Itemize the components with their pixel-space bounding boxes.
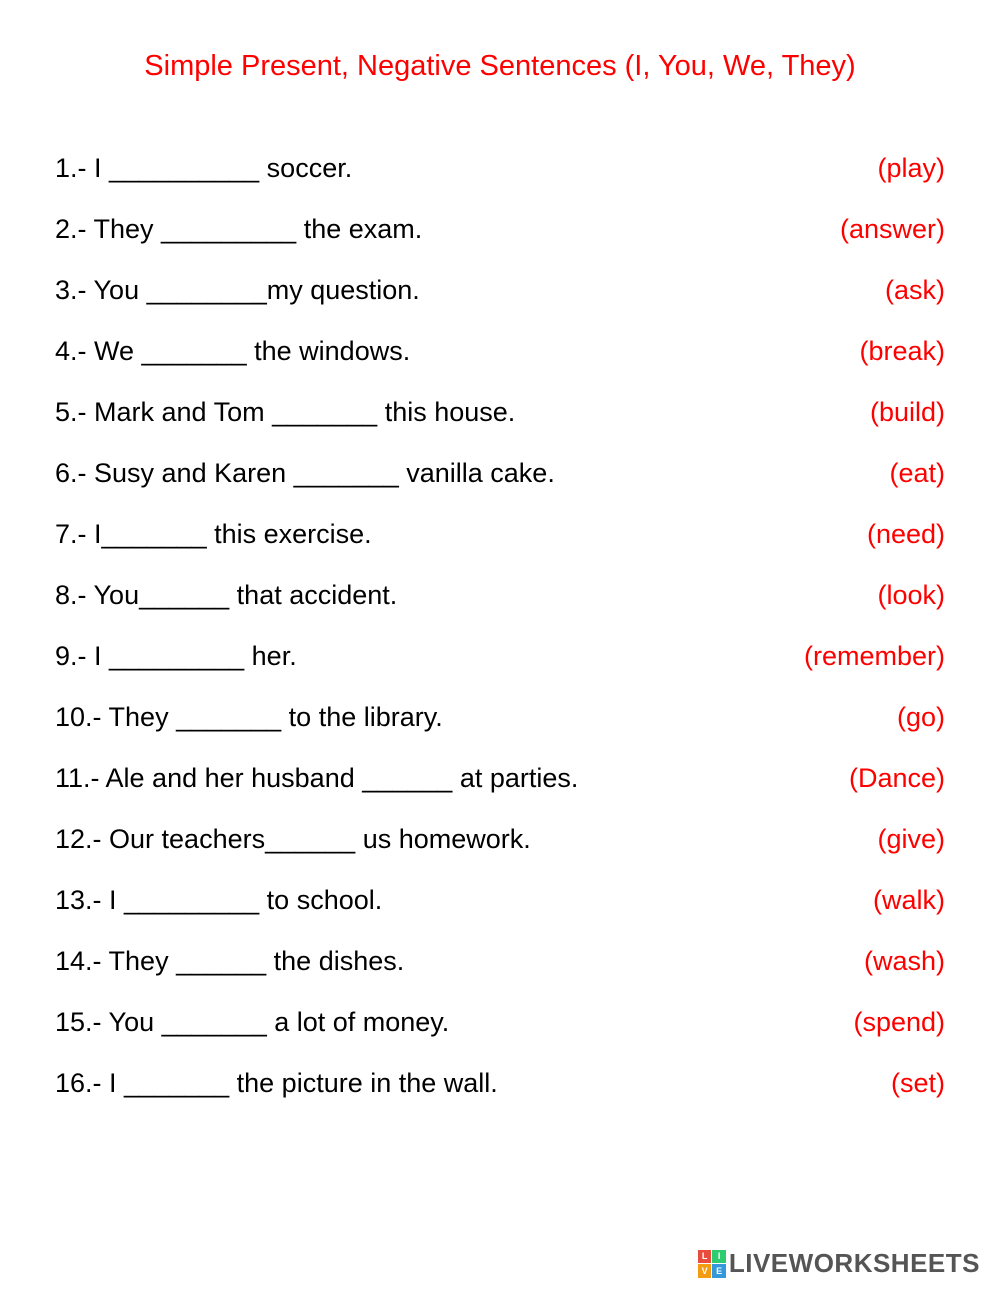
watermark-text: LIVEWORKSHEETS (729, 1248, 980, 1279)
verb-hint: (eat) (889, 458, 945, 489)
sentence-row: 15.- You _______ a lot of money. (spend) (55, 1007, 945, 1038)
sentence-row: 10.- They _______ to the library. (go) (55, 702, 945, 733)
logo-letter-e: E (712, 1264, 726, 1278)
watermark: L I V E LIVEWORKSHEETS (698, 1248, 980, 1279)
verb-hint: (play) (877, 153, 945, 184)
sentence-text[interactable]: 15.- You _______ a lot of money. (55, 1007, 449, 1038)
sentence-text[interactable]: 3.- You ________my question. (55, 275, 420, 306)
logo-letter-l: L (698, 1250, 712, 1264)
logo-letter-i: I (712, 1250, 726, 1264)
sentence-row: 2.- They _________ the exam. (answer) (55, 214, 945, 245)
sentence-text[interactable]: 1.- I __________ soccer. (55, 153, 352, 184)
verb-hint: (set) (891, 1068, 945, 1099)
sentence-row: 13.- I _________ to school. (walk) (55, 885, 945, 916)
sentence-row: 8.- You______ that accident. (look) (55, 580, 945, 611)
sentence-row: 5.- Mark and Tom _______ this house. (bui… (55, 397, 945, 428)
sentences-container: 1.- I __________ soccer. (play) 2.- They _… (55, 153, 945, 1099)
sentence-text[interactable]: 5.- Mark and Tom _______ this house. (55, 397, 515, 428)
verb-hint: (look) (877, 580, 945, 611)
sentence-text[interactable]: 6.- Susy and Karen _______ vanilla cake. (55, 458, 555, 489)
sentence-row: 7.- I_______ this exercise. (need) (55, 519, 945, 550)
verb-hint: (remember) (804, 641, 945, 672)
sentence-text[interactable]: 9.- I _________ her. (55, 641, 297, 672)
sentence-text[interactable]: 7.- I_______ this exercise. (55, 519, 372, 550)
sentence-text[interactable]: 16.- I _______ the picture in the wall. (55, 1068, 498, 1099)
sentence-text[interactable]: 12.- Our teachers______ us homework. (55, 824, 531, 855)
worksheet-title: Simple Present, Negative Sentences (I, Y… (55, 50, 945, 83)
sentence-row: 16.- I _______ the picture in the wall. (… (55, 1068, 945, 1099)
verb-hint: (go) (897, 702, 945, 733)
sentence-row: 14.- They ______ the dishes. (wash) (55, 946, 945, 977)
sentence-text[interactable]: 14.- They ______ the dishes. (55, 946, 404, 977)
verb-hint: (build) (870, 397, 945, 428)
sentence-row: 3.- You ________my question. (ask) (55, 275, 945, 306)
sentence-row: 9.- I _________ her. (remember) (55, 641, 945, 672)
sentence-row: 12.- Our teachers______ us homework. (giv… (55, 824, 945, 855)
verb-hint: (walk) (873, 885, 945, 916)
sentence-text[interactable]: 11.- Ale and her husband ______ at parti… (55, 763, 578, 794)
sentence-row: 6.- Susy and Karen _______ vanilla cake.… (55, 458, 945, 489)
verb-hint: (Dance) (849, 763, 945, 794)
verb-hint: (spend) (853, 1007, 945, 1038)
sentence-text[interactable]: 8.- You______ that accident. (55, 580, 397, 611)
watermark-logo-icon: L I V E (698, 1250, 726, 1278)
verb-hint: (need) (867, 519, 945, 550)
sentence-row: 4.- We _______ the windows. (break) (55, 336, 945, 367)
sentence-row: 11.- Ale and her husband ______ at parti… (55, 763, 945, 794)
sentence-text[interactable]: 10.- They _______ to the library. (55, 702, 443, 733)
verb-hint: (break) (859, 336, 945, 367)
sentence-text[interactable]: 2.- They _________ the exam. (55, 214, 422, 245)
sentence-text[interactable]: 13.- I _________ to school. (55, 885, 382, 916)
verb-hint: (answer) (840, 214, 945, 245)
sentence-row: 1.- I __________ soccer. (play) (55, 153, 945, 184)
logo-letter-v: V (698, 1264, 712, 1278)
sentence-text[interactable]: 4.- We _______ the windows. (55, 336, 410, 367)
verb-hint: (wash) (864, 946, 945, 977)
verb-hint: (give) (877, 824, 945, 855)
verb-hint: (ask) (885, 275, 945, 306)
